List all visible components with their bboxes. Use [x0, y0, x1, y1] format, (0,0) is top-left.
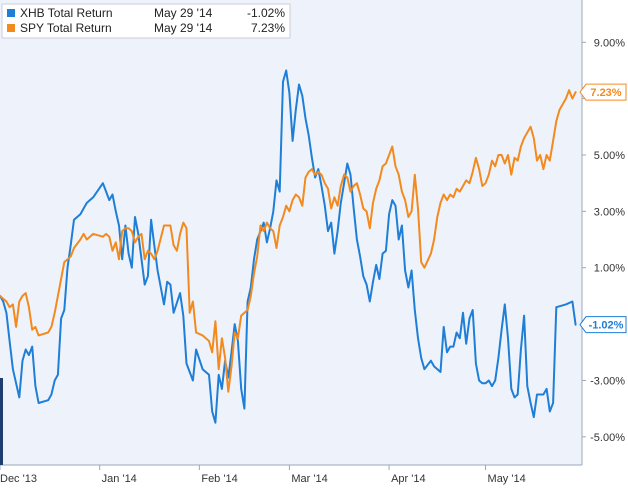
legend-date: May 29 '14 [154, 21, 213, 35]
y-tick-label: 1.00% [594, 263, 625, 275]
legend-swatch [7, 24, 15, 32]
legend-box [1, 3, 291, 39]
legend: XHB Total Return May 29 '14 -1.02% SPY Tota… [7, 6, 285, 35]
y-tick-label: 3.00% [594, 206, 625, 218]
x-tick-label: May '14 [488, 473, 526, 485]
x-tick-label: Feb '14 [201, 473, 237, 485]
legend-value: 7.23% [251, 21, 285, 35]
legend-series-name: SPY Total Return [20, 21, 112, 35]
end-label-spy: 7.23% [590, 87, 621, 99]
x-axis: Dec '13 Jan '14 Feb '14 Mar '14 Apr '14 May '… [0, 465, 526, 485]
plot-background [0, 0, 582, 465]
legend-date: May 29 '14 [154, 6, 213, 20]
end-labels: -1.02% 7.23% [579, 83, 627, 334]
y-tick-label: -5.00% [590, 432, 625, 444]
y-axis: 9.00% 5.00% 3.00% 1.00% -3.00% -5.00% [582, 37, 625, 444]
x-tick-label: Apr '14 [391, 473, 426, 485]
end-label-xhb: -1.02% [589, 320, 624, 332]
legend-swatch [7, 9, 15, 17]
y-tick-label: -3.00% [590, 375, 625, 387]
series-line-xhb [0, 69, 577, 424]
end-label-box [579, 83, 627, 101]
y-tick-label: 5.00% [594, 150, 625, 162]
y-tick-label: 9.00% [594, 37, 625, 49]
x-tick-label: Dec '13 [0, 473, 37, 485]
legend-value: -1.02% [247, 6, 285, 20]
series-layer [0, 69, 577, 424]
legend-series-name: XHB Total Return [20, 6, 113, 20]
x-tick-label: Jan '14 [102, 473, 137, 485]
end-label-box [579, 316, 627, 334]
series-line-spy [0, 89, 577, 393]
x-tick-label: Mar '14 [291, 473, 327, 485]
left-edge-marker [0, 378, 3, 465]
